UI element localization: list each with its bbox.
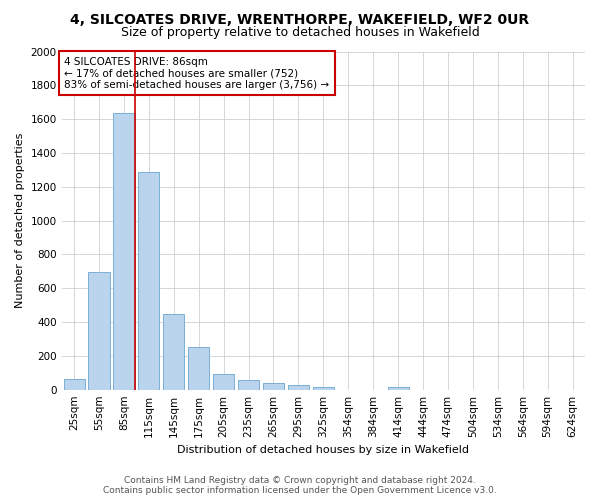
Bar [88,272,110,390]
Bar [388,386,409,390]
Bar [213,374,234,390]
Text: 4, SILCOATES DRIVE, WRENTHORPE, WAKEFIELD, WF2 0UR: 4, SILCOATES DRIVE, WRENTHORPE, WAKEFIEL… [70,12,530,26]
Bar [138,172,160,390]
Bar [188,347,209,390]
Y-axis label: Number of detached properties: Number of detached properties [15,133,25,308]
Bar [313,386,334,390]
Bar [113,113,134,390]
Bar [163,314,184,390]
Bar [64,378,85,390]
X-axis label: Distribution of detached houses by size in Wakefield: Distribution of detached houses by size … [178,445,469,455]
Bar [238,380,259,390]
Text: Size of property relative to detached houses in Wakefield: Size of property relative to detached ho… [121,26,479,39]
Bar [288,385,309,390]
Text: 4 SILCOATES DRIVE: 86sqm
← 17% of detached houses are smaller (752)
83% of semi-: 4 SILCOATES DRIVE: 86sqm ← 17% of detach… [64,56,329,90]
Bar [263,384,284,390]
Text: Contains HM Land Registry data © Crown copyright and database right 2024.
Contai: Contains HM Land Registry data © Crown c… [103,476,497,495]
